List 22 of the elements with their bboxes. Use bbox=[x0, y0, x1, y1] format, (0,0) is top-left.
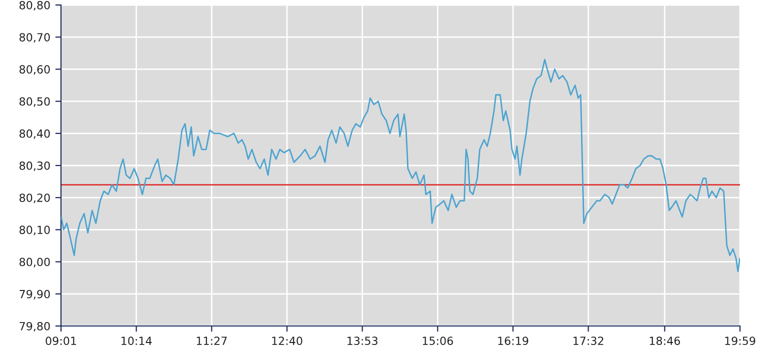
x-tick-label: 17:32 bbox=[574, 336, 604, 346]
x-tick-label: 16:19 bbox=[498, 336, 528, 346]
y-tick-label: 80,20 bbox=[20, 194, 50, 204]
x-tick-label: 13:53 bbox=[348, 336, 378, 346]
y-tick-label: 80,60 bbox=[20, 65, 50, 75]
x-tick-label: 10:14 bbox=[122, 336, 152, 346]
y-tick-label: 80,80 bbox=[20, 0, 50, 11]
y-tick-label: 79,80 bbox=[20, 322, 50, 332]
y-tick-label: 80,40 bbox=[20, 129, 50, 139]
x-tick-label: 11:27 bbox=[196, 336, 227, 345]
y-tick-label: 80,00 bbox=[20, 258, 50, 268]
y-tick-label: 79,90 bbox=[20, 290, 50, 300]
x-tick-label: 18:46 bbox=[650, 336, 680, 346]
line-series bbox=[61, 58, 740, 272]
y-tick-label: 80,50 bbox=[20, 97, 50, 107]
x-tick-label: 12:40 bbox=[272, 336, 302, 346]
x-tick-label: 15:06 bbox=[422, 336, 453, 346]
x-tick-label: 19:59 bbox=[725, 336, 756, 346]
y-tick-label: 80,10 bbox=[20, 226, 50, 236]
x-tick-label: 09:01 bbox=[46, 336, 76, 346]
y-tick-label: 80,70 bbox=[20, 33, 50, 43]
y-tick-label: 80,30 bbox=[20, 161, 50, 172]
